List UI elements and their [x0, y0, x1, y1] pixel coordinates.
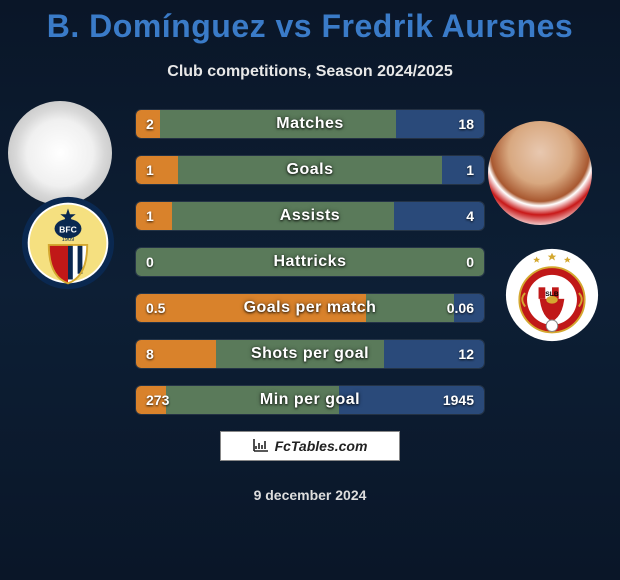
stat-label: Matches	[136, 110, 484, 138]
svg-text:1909: 1909	[62, 237, 75, 243]
chart-icon	[253, 438, 269, 455]
stat-row: 218Matches	[135, 109, 485, 139]
comparison-title: B. Domínguez vs Fredrik Aursnes	[0, 0, 620, 45]
stat-row: 00Hattricks	[135, 247, 485, 277]
stat-row: 2731945Min per goal	[135, 385, 485, 415]
stat-label: Min per goal	[136, 386, 484, 414]
stat-row: 812Shots per goal	[135, 339, 485, 369]
stat-row: 11Goals	[135, 155, 485, 185]
stat-row: 14Assists	[135, 201, 485, 231]
player1-photo	[8, 101, 112, 205]
brand-badge: FcTables.com	[220, 431, 400, 461]
stat-bars-container: 218Matches 11Goals 14Assists 00Hattricks 0.5…	[135, 109, 485, 415]
stat-label: Goals per match	[136, 294, 484, 322]
stat-label: Hattricks	[136, 248, 484, 276]
date-label: 9 december 2024	[0, 487, 620, 503]
stat-label: Assists	[136, 202, 484, 230]
player2-club-logo: SLB	[504, 247, 600, 343]
stat-row: 0.50.06Goals per match	[135, 293, 485, 323]
svg-text:BFC: BFC	[59, 224, 77, 234]
player2-photo	[488, 121, 592, 225]
stat-label: Goals	[136, 156, 484, 184]
brand-text: FcTables.com	[275, 438, 368, 454]
content-area: BFC 1909 SLB	[0, 109, 620, 503]
comparison-subtitle: Club competitions, Season 2024/2025	[0, 63, 620, 81]
player1-club-logo: BFC 1909	[20, 195, 116, 291]
stat-label: Shots per goal	[136, 340, 484, 368]
